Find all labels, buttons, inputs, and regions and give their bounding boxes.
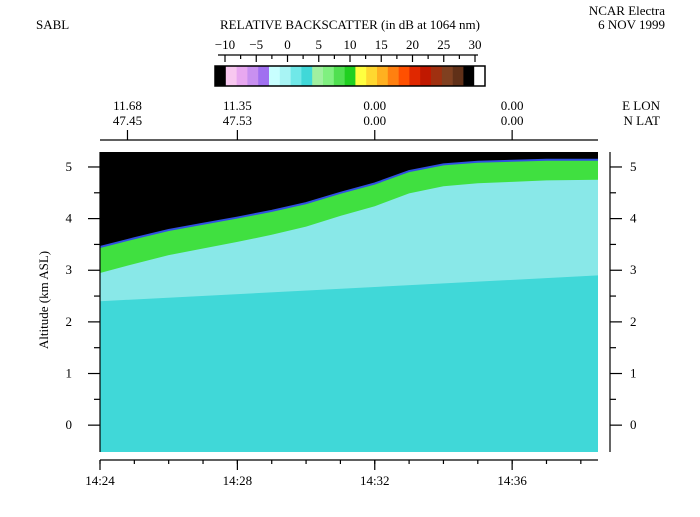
y-axis-label: Altitude (km ASL) xyxy=(36,251,51,349)
y-tick-label: 3 xyxy=(66,262,73,277)
colorbar-cell xyxy=(301,66,313,86)
x-tick-label: 14:36 xyxy=(497,473,527,488)
top-axis-label: N LAT xyxy=(624,113,661,128)
colorbar-cell xyxy=(258,66,270,86)
colorbar-tick-label: 20 xyxy=(406,37,419,52)
y-tick-label-right: 1 xyxy=(630,366,637,381)
colorbar-tick-label: 5 xyxy=(316,37,323,52)
colorbar-cell xyxy=(420,66,432,86)
colorbar-cell xyxy=(247,66,259,86)
colorbar-cell xyxy=(441,66,453,86)
date: 6 NOV 1999 xyxy=(598,17,665,32)
x-tick-label: 14:24 xyxy=(85,473,115,488)
top-tick-lon: 11.35 xyxy=(223,98,252,113)
green-band xyxy=(100,159,598,274)
y-tick-label: 0 xyxy=(66,417,73,432)
colorbar-cell xyxy=(215,66,227,86)
colorbar-tick-label: −5 xyxy=(249,37,263,52)
y-tick-label: 5 xyxy=(66,159,73,174)
top-tick-lon: 0.00 xyxy=(501,98,524,113)
colorbar-cell xyxy=(269,66,281,86)
colorbar-cell xyxy=(355,66,367,86)
colorbar-cell xyxy=(312,66,324,86)
x-tick-label: 14:28 xyxy=(223,473,253,488)
colorbar-cell xyxy=(333,66,345,86)
aircraft-line xyxy=(99,158,598,248)
top-tick-lat: 0.00 xyxy=(363,113,386,128)
colorbar-cell xyxy=(431,66,443,86)
top-tick-lat: 0.00 xyxy=(501,113,524,128)
y-tick-label-right: 2 xyxy=(630,314,637,329)
above-aircraft xyxy=(100,152,598,248)
top-tick-lat: 47.45 xyxy=(113,113,142,128)
colorbar-cell xyxy=(377,66,389,86)
colorbar-tick-label: 25 xyxy=(437,37,450,52)
x-tick-label: 14:32 xyxy=(360,473,390,488)
colorbar-cell xyxy=(387,66,399,86)
platform: NCAR Electra xyxy=(589,3,665,18)
y-tick-label-right: 0 xyxy=(630,417,637,432)
colorbar-cell xyxy=(398,66,410,86)
top-tick-lon: 11.68 xyxy=(113,98,142,113)
colorbar-tick-label: 0 xyxy=(284,37,291,52)
colorbar-cell xyxy=(366,66,378,86)
y-tick-label: 2 xyxy=(66,314,73,329)
colorbar-tick-label: 10 xyxy=(344,37,357,52)
colorbar-cell xyxy=(279,66,291,86)
y-tick-label-right: 5 xyxy=(630,159,637,174)
top-tick-lon: 0.00 xyxy=(363,98,386,113)
colorbar-frame xyxy=(214,65,486,87)
haze-layer xyxy=(100,167,598,302)
y-tick-label: 4 xyxy=(66,211,73,226)
colorbar-cell xyxy=(463,66,475,86)
y-tick-label-right: 4 xyxy=(630,211,637,226)
colorbar-tick-label: −10 xyxy=(215,37,235,52)
colorbar-cell xyxy=(225,66,237,86)
colorbar-cell xyxy=(236,66,248,86)
colorbar-cell xyxy=(290,66,302,86)
colorbar-cell xyxy=(323,66,335,86)
top-axis-label: E LON xyxy=(622,98,661,113)
colorbar-cell xyxy=(344,66,356,86)
instrument: SABL xyxy=(36,17,69,32)
colorbar-cell xyxy=(474,66,486,86)
colorbar-cell xyxy=(409,66,421,86)
colorbar-cell xyxy=(452,66,464,86)
chart-title: RELATIVE BACKSCATTER (in dB at 1064 nm) xyxy=(220,17,480,32)
top-tick-lat: 47.53 xyxy=(223,113,252,128)
y-tick-label: 1 xyxy=(66,366,73,381)
colorbar-tick-label: 30 xyxy=(469,37,482,52)
colorbar-tick-label: 15 xyxy=(375,37,388,52)
y-tick-label-right: 3 xyxy=(630,262,637,277)
